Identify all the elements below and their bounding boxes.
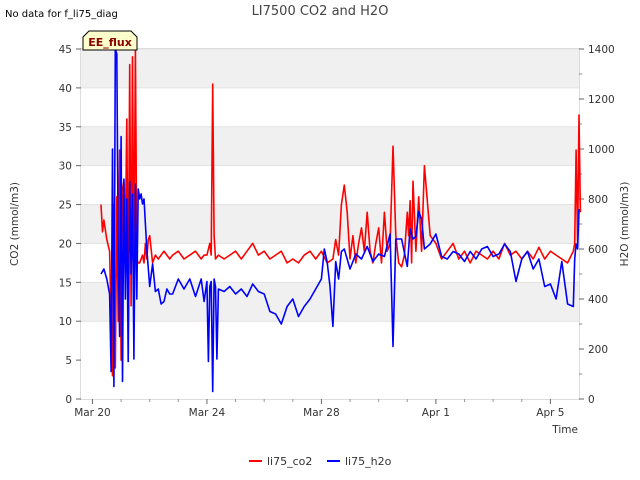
x-tick-label: Apr 1 xyxy=(422,407,450,419)
left-y-tick-label: 20 xyxy=(59,238,72,250)
right-y-tick-label: 1200 xyxy=(588,94,615,106)
right-y-axis: 0 200 400 600 800 1000 1200 1400 xyxy=(579,44,615,406)
right-y-tick-label: 0 xyxy=(588,394,595,406)
left-y-tick-label: 10 xyxy=(59,316,72,328)
x-axis-label: Time xyxy=(551,424,578,436)
series-lines xyxy=(100,48,582,393)
x-tick-label: Apr 5 xyxy=(536,407,564,419)
left-y-tick-label: 35 xyxy=(59,122,72,134)
right-y-tick-label: 400 xyxy=(588,294,608,306)
chart-title: LI7500 CO2 and H2O xyxy=(252,4,389,19)
legend-h2o-label: li75_h2o xyxy=(345,455,392,468)
series-line-li75_h2o xyxy=(100,48,580,393)
x-tick-label: Mar 24 xyxy=(189,407,226,419)
x-axis: Mar 20 Mar 24 Mar 28 Apr 1 Apr 5 xyxy=(74,399,564,419)
left-y-axis: 0 5 10 15 20 25 30 35 40 45 xyxy=(59,44,81,406)
left-y-tick-label: 5 xyxy=(65,355,72,367)
x-tick-label: Mar 20 xyxy=(74,407,111,419)
right-y-tick-label: 600 xyxy=(588,244,608,256)
legend-co2-label: li75_co2 xyxy=(267,455,312,468)
grid-band xyxy=(81,204,579,244)
right-y-tick-label: 1000 xyxy=(588,144,615,156)
left-y-tick-label: 30 xyxy=(59,161,72,173)
right-y-tick-label: 200 xyxy=(588,344,608,356)
left-y-axis-label: CO2 (mmol/m3) xyxy=(9,182,21,266)
badge-label: EE_flux xyxy=(88,36,132,49)
no-data-note: No data for f_li75_diag xyxy=(5,9,118,20)
grid-band xyxy=(81,126,579,166)
right-y-tick-label: 800 xyxy=(588,194,608,206)
legend: li75_co2 li75_h2o xyxy=(249,455,392,468)
left-y-tick-label: 40 xyxy=(59,83,72,95)
grid-band xyxy=(81,49,579,88)
right-y-tick-label: 1400 xyxy=(588,44,615,56)
ee-flux-badge: EE_flux xyxy=(82,30,138,51)
left-y-tick-label: 25 xyxy=(59,200,72,212)
left-y-tick-label: 15 xyxy=(59,277,72,289)
x-tick-label: Mar 28 xyxy=(303,407,340,419)
left-y-tick-label: 45 xyxy=(59,44,72,56)
background-bands xyxy=(81,48,579,322)
left-y-tick-label: 0 xyxy=(65,394,72,406)
right-y-axis-label: H2O (mmol/m3) xyxy=(619,182,631,267)
